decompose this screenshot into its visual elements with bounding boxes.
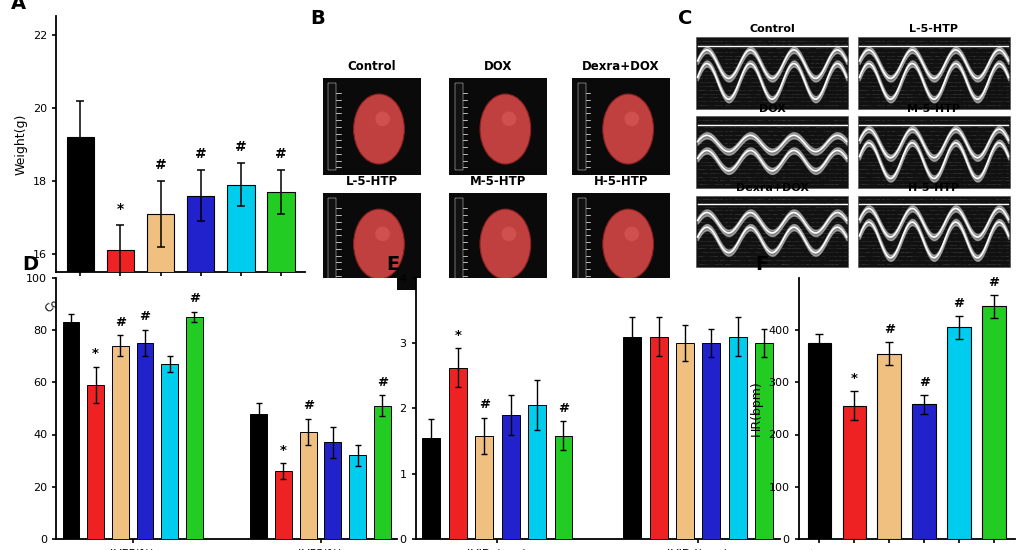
Bar (374, 406, 390, 539)
Bar (227, 185, 255, 550)
Bar (422, 438, 440, 539)
Bar (62, 322, 79, 539)
Bar (161, 364, 178, 539)
Text: #: # (478, 398, 489, 411)
Text: Dexra+DOX: Dexra+DOX (735, 183, 808, 193)
Bar (729, 337, 746, 539)
Bar (501, 415, 519, 539)
Bar (528, 405, 545, 539)
Bar (186, 195, 214, 550)
Bar (554, 436, 572, 539)
Bar (475, 436, 493, 539)
Bar (137, 343, 153, 539)
Bar (981, 306, 1005, 539)
Y-axis label: Weight(g): Weight(g) (14, 114, 28, 175)
Text: #: # (115, 316, 125, 329)
Bar (876, 354, 900, 539)
Text: E: E (386, 255, 399, 274)
Ellipse shape (602, 209, 653, 279)
Text: #: # (189, 292, 200, 305)
Text: #: # (376, 376, 387, 389)
Bar (623, 337, 641, 539)
Text: M-5-HTP: M-5-HTP (907, 104, 960, 114)
Text: Control: Control (347, 60, 395, 73)
Bar (324, 442, 341, 539)
Bar (702, 343, 719, 539)
Text: *: * (280, 444, 286, 456)
Bar (454, 198, 463, 285)
Y-axis label: HR(bpm): HR(bpm) (749, 381, 762, 436)
Bar (328, 83, 336, 170)
Text: #: # (195, 147, 207, 161)
Ellipse shape (501, 112, 516, 126)
Text: #: # (234, 140, 247, 153)
Text: #: # (953, 296, 964, 310)
Ellipse shape (354, 209, 404, 279)
Ellipse shape (375, 227, 389, 241)
Text: #: # (275, 147, 286, 161)
Bar (250, 414, 267, 539)
Text: #: # (140, 310, 151, 323)
Bar (267, 192, 294, 550)
Bar (112, 345, 128, 539)
Ellipse shape (624, 112, 639, 126)
Text: A: A (11, 0, 26, 13)
Text: #: # (557, 402, 569, 415)
Bar (842, 406, 865, 539)
Text: L-5-HTP: L-5-HTP (345, 175, 397, 188)
Text: L-5-HTP: L-5-HTP (909, 24, 958, 35)
Bar (649, 337, 666, 539)
Text: #: # (918, 376, 928, 388)
Bar (88, 385, 104, 539)
Ellipse shape (480, 94, 530, 164)
Ellipse shape (375, 112, 389, 126)
Bar (147, 214, 174, 550)
Bar (577, 198, 585, 285)
Bar (107, 250, 133, 550)
Bar (448, 368, 467, 539)
Legend: Control, DOX, Dexra+DOX, L-5-HTP, M-5-HTP, H-5-HTP: Control, DOX, Dexra+DOX, L-5-HTP, M-5-HT… (812, 278, 912, 382)
Ellipse shape (602, 94, 653, 164)
Text: *: * (850, 372, 857, 385)
Text: *: * (117, 202, 124, 216)
Text: DOX: DOX (483, 60, 512, 73)
Text: H-5-HTP: H-5-HTP (593, 175, 647, 188)
Text: M-5-HTP: M-5-HTP (470, 175, 526, 188)
Text: #: # (987, 276, 999, 289)
Bar (348, 455, 366, 539)
Ellipse shape (354, 94, 404, 164)
Bar (66, 137, 94, 550)
Text: Control: Control (749, 24, 794, 35)
Text: B: B (310, 9, 325, 28)
Bar (947, 327, 970, 539)
Bar (911, 404, 935, 539)
Text: *: * (92, 347, 99, 360)
Bar (454, 83, 463, 170)
Text: H-5-HTP: H-5-HTP (908, 183, 959, 193)
Bar (577, 83, 585, 170)
Bar (676, 343, 693, 539)
Text: #: # (155, 158, 166, 172)
Text: Dexra+DOX: Dexra+DOX (582, 60, 659, 73)
Bar (275, 471, 291, 539)
Bar (300, 432, 316, 539)
Text: #: # (882, 323, 894, 336)
Bar (807, 343, 830, 539)
Text: C: C (678, 9, 692, 28)
Text: *: * (453, 329, 461, 342)
Text: DOX: DOX (758, 104, 785, 114)
Ellipse shape (501, 227, 516, 241)
Bar (754, 343, 772, 539)
Text: F: F (754, 255, 767, 274)
Ellipse shape (480, 209, 530, 279)
Bar (328, 198, 336, 285)
Text: D: D (22, 255, 38, 274)
Text: #: # (303, 399, 314, 412)
Ellipse shape (624, 227, 639, 241)
Bar (185, 317, 203, 539)
